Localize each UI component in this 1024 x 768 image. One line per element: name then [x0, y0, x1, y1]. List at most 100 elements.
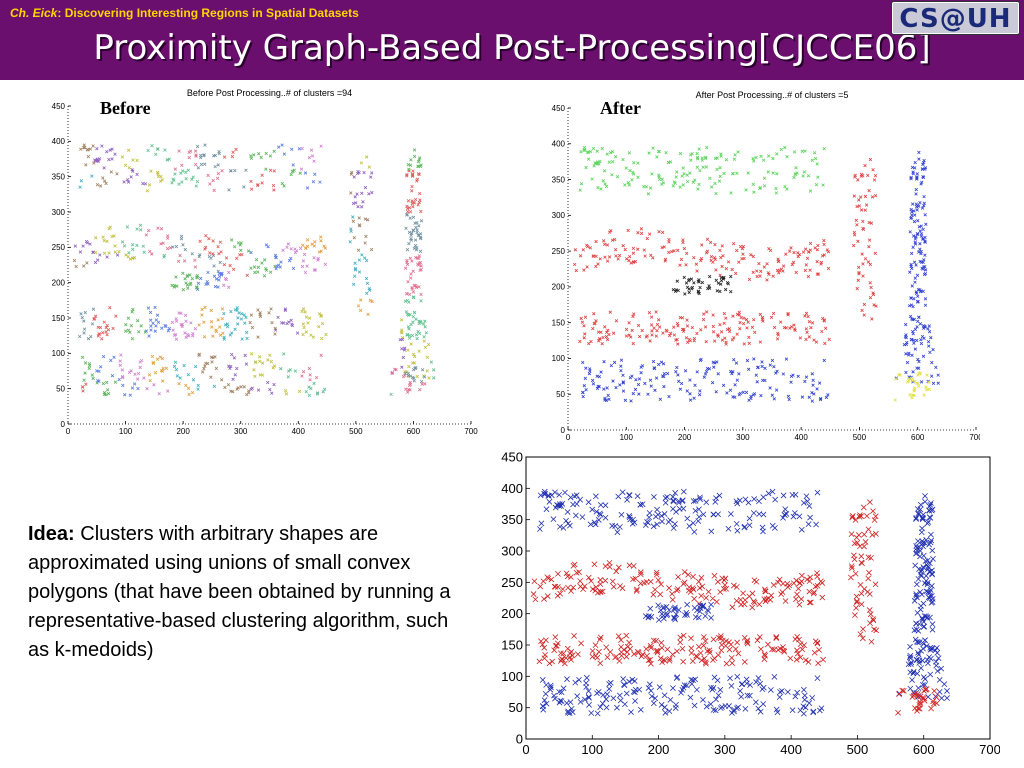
- data-point: [692, 255, 696, 260]
- data-point: [642, 248, 646, 252]
- data-point: [658, 512, 665, 519]
- data-point: [582, 145, 587, 150]
- data-point: [797, 654, 804, 661]
- data-point: [142, 250, 146, 254]
- data-point: [659, 360, 664, 364]
- data-point: [410, 333, 415, 338]
- data-point: [658, 581, 664, 588]
- data-point: [642, 522, 649, 529]
- data-point: [913, 242, 918, 246]
- data-point: [624, 643, 631, 650]
- data-point: [685, 389, 689, 393]
- data-point: [893, 398, 897, 402]
- data-point: [269, 307, 273, 311]
- data-point: [740, 590, 746, 597]
- data-point: [112, 355, 116, 359]
- data-point: [807, 514, 813, 521]
- data-point: [239, 248, 243, 253]
- y-tick-label: 150: [552, 318, 566, 327]
- data-point: [356, 248, 361, 252]
- data-point: [925, 660, 931, 667]
- data-point: [765, 595, 772, 602]
- data-point: [719, 330, 724, 334]
- data-point: [730, 338, 735, 342]
- data-point: [599, 700, 606, 707]
- data-point: [409, 276, 413, 280]
- data-point: [243, 321, 247, 325]
- data-point: [367, 192, 371, 196]
- data-point: [406, 280, 410, 284]
- data-point: [410, 184, 414, 189]
- data-point: [147, 373, 152, 377]
- data-point: [862, 313, 866, 317]
- data-point: [631, 651, 637, 657]
- data-point: [411, 200, 415, 204]
- data-point: [674, 648, 680, 655]
- data-point: [637, 392, 641, 396]
- data-point: [592, 587, 599, 594]
- data-point: [211, 334, 215, 338]
- data-point: [94, 250, 98, 255]
- data-point: [365, 291, 369, 295]
- data-point: [101, 354, 106, 359]
- data-point: [653, 648, 660, 654]
- data-point: [913, 543, 920, 549]
- data-point: [307, 385, 311, 389]
- data-point: [685, 173, 689, 177]
- data-point: [781, 372, 786, 376]
- data-point: [606, 559, 613, 566]
- y-tick-label: 0: [61, 420, 66, 429]
- data-point: [272, 149, 276, 154]
- data-point: [552, 504, 559, 511]
- data-point: [780, 580, 786, 587]
- data-point: [596, 648, 602, 655]
- data-point: [616, 658, 623, 664]
- data-point: [588, 369, 592, 373]
- data-point: [780, 492, 787, 499]
- data-point: [299, 167, 304, 171]
- data-point: [557, 697, 564, 704]
- data-point: [779, 688, 785, 694]
- data-point: [944, 688, 950, 694]
- idea-body: Clusters with arbitrary shapes are appro…: [28, 523, 451, 661]
- data-point: [772, 325, 777, 330]
- data-point: [631, 391, 635, 396]
- data-point: [693, 383, 697, 387]
- data-point: [555, 571, 561, 577]
- data-point: [913, 276, 917, 280]
- data-point: [701, 655, 708, 662]
- data-point: [918, 322, 923, 326]
- data-point: [204, 282, 208, 286]
- data-point: [591, 519, 598, 526]
- data-point: [652, 586, 658, 593]
- data-point: [713, 181, 717, 186]
- data-point: [618, 637, 624, 643]
- data-point: [590, 177, 594, 181]
- data-point: [559, 500, 566, 507]
- data-point: [596, 185, 600, 190]
- data-point: [927, 324, 931, 328]
- data-point: [750, 598, 757, 605]
- data-point: [260, 181, 264, 185]
- data-point: [752, 190, 756, 194]
- data-point: [704, 340, 708, 344]
- data-point: [146, 228, 151, 233]
- data-point: [364, 276, 369, 281]
- data-point: [636, 230, 640, 235]
- data-point: [410, 287, 415, 291]
- data-point: [823, 326, 828, 330]
- data-point: [718, 641, 725, 648]
- data-point: [810, 708, 817, 715]
- data-point: [724, 316, 728, 320]
- data-point: [541, 488, 548, 495]
- data-point: [570, 584, 577, 591]
- data-point: [719, 154, 723, 158]
- data-point: [426, 342, 431, 347]
- data-point: [864, 203, 869, 207]
- data-point: [637, 706, 644, 713]
- data-point: [870, 508, 876, 514]
- data-point: [559, 586, 566, 593]
- x-tick-label: 300: [234, 427, 248, 436]
- data-point: [110, 157, 114, 161]
- data-point: [253, 360, 258, 364]
